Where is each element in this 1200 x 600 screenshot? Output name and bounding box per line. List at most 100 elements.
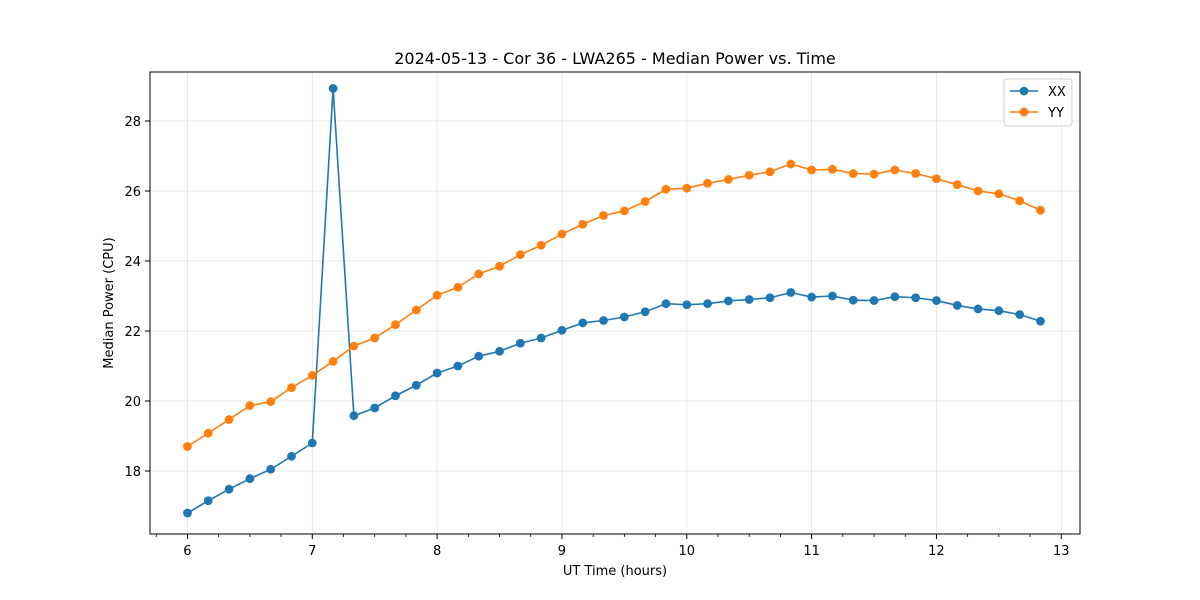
series-yy-point: [932, 174, 941, 184]
series-xx-point: [453, 361, 463, 371]
legend-marker-xx: [1019, 86, 1029, 96]
series-xx-point: [661, 299, 671, 309]
series-yy: [183, 159, 1045, 451]
series-yy-point: [453, 282, 463, 292]
series-xx-point: [1036, 316, 1045, 326]
series-xx-point: [973, 304, 983, 314]
series-yy-point: [640, 197, 650, 206]
x-axis-label: UT Time (hours): [563, 564, 667, 579]
series-xx-point: [786, 288, 796, 297]
x-tick-label: 8: [433, 544, 441, 559]
series-yy-point: [848, 169, 858, 178]
legend-label-xx: XX: [1048, 85, 1066, 100]
series-yy-point: [328, 357, 338, 366]
x-tick-label: 10: [679, 544, 696, 559]
series-yy-point: [994, 189, 1004, 199]
series-yy-point: [682, 183, 692, 193]
series-xx-point: [640, 307, 650, 317]
chart-title: 2024-05-13 - Cor 36 - LWA265 - Median Po…: [394, 49, 836, 68]
series-yy-point: [828, 164, 837, 174]
series-yy-point: [723, 175, 733, 184]
y-tick-label: 20: [124, 395, 141, 410]
series-xx-point: [349, 411, 359, 421]
series-yy-point: [807, 165, 817, 175]
x-tick-label: 7: [308, 544, 316, 559]
series-xx-point: [765, 293, 775, 303]
series-xx-point: [495, 346, 504, 356]
legend-label-yy: YY: [1047, 106, 1064, 121]
grid: [150, 72, 1080, 534]
series-xx-point: [432, 368, 442, 378]
series-xx-point: [682, 300, 692, 310]
series-xx-point: [828, 291, 837, 301]
legend-entry-yy: YY: [1010, 106, 1064, 121]
series-xx-point: [203, 496, 213, 506]
series-xx-point: [328, 84, 338, 93]
series-xx-point: [848, 295, 858, 305]
series-yy-point: [495, 261, 504, 271]
series-yy-point: [474, 269, 484, 279]
series-yy-point: [224, 415, 234, 424]
series-yy-point: [245, 401, 255, 410]
series-yy-point: [287, 383, 296, 393]
series-xx-point: [932, 296, 941, 305]
series-xx-point: [869, 296, 879, 305]
series-yy-point: [391, 320, 400, 330]
series-yy-point: [765, 167, 775, 177]
x-tick-label: 11: [803, 544, 820, 559]
series-yy-point: [578, 219, 588, 229]
series-yy-point: [661, 184, 671, 194]
series-yy-point: [183, 442, 192, 451]
series-yy-point: [786, 159, 796, 169]
series-xx: [183, 84, 1045, 518]
series-yy-point: [432, 290, 442, 300]
series-xx-point: [703, 299, 712, 309]
y-axis: 18 20 22 24 26 28: [124, 115, 150, 480]
y-tick-label: 26: [124, 185, 141, 200]
series-yy-point: [266, 397, 276, 407]
legend: XX YY: [1003, 78, 1073, 127]
series-xx-point: [807, 292, 817, 302]
series-yy-point: [515, 250, 525, 260]
x-tick-label: 9: [558, 544, 566, 559]
series-xx-point: [952, 301, 962, 310]
y-tick-label: 22: [124, 325, 141, 340]
series-yy-point: [599, 211, 608, 220]
y-tick-label: 18: [124, 465, 141, 480]
series-xx-point: [183, 508, 192, 518]
series-yy-point: [869, 169, 879, 179]
series-yy-point: [952, 180, 962, 190]
x-tick-label: 6: [183, 544, 191, 559]
y-tick-label: 24: [124, 255, 141, 270]
series-xx-point: [245, 474, 255, 484]
series-yy-point: [619, 206, 629, 216]
series-xx-point: [599, 316, 608, 325]
legend-marker-yy: [1019, 107, 1029, 117]
y-tick-label: 28: [124, 115, 141, 130]
series-yy-point: [203, 428, 213, 438]
series-yy-point: [911, 169, 921, 178]
series-yy-point: [744, 170, 754, 180]
series-yy-point: [1036, 205, 1045, 215]
series-yy-point: [973, 186, 983, 196]
series-xx-point: [307, 438, 317, 448]
series-xx-point: [723, 296, 733, 306]
series-xx-point: [557, 325, 567, 335]
series-xx-point: [890, 292, 900, 302]
series-yy-point: [370, 333, 380, 343]
series-xx-point: [536, 333, 546, 343]
series-xx-point: [619, 312, 629, 322]
series-xx-point: [911, 293, 921, 303]
y-axis-label: Median Power (CPU): [102, 237, 117, 368]
series-yy-point: [536, 240, 546, 250]
series-xx-point: [411, 380, 421, 390]
series-yy-point: [703, 178, 712, 188]
plot-area-frame: [149, 71, 1081, 535]
series-xx-point: [578, 318, 588, 328]
series-yy-point: [1015, 196, 1025, 206]
series-xx-point: [994, 306, 1004, 316]
series-xx-point: [370, 403, 380, 413]
x-axis: 6 7 8 9 10 11 12 13: [155, 534, 1070, 559]
